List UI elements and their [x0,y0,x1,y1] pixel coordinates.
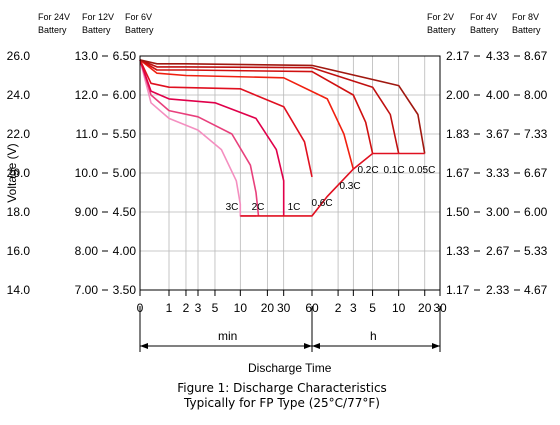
y-tick-label-right_2v: 1.83 [446,127,470,141]
series-label-1C: 1C [288,202,301,213]
y-tick-label-left_24v: 26.0 [7,49,31,63]
y-tick-label-right_4v: 3.67 [486,127,510,141]
y-tick-label-left_6v: 4.50 [113,205,137,219]
x-tick-label-min: 10 [234,301,248,315]
series-curves [139,59,426,217]
series-line-2C [139,59,260,216]
x-tick-label-h: 3 [350,301,357,315]
series-labels: 3C 2C 1C 0.6C 0.3C 0.2C 0.1C 0.05C [226,165,436,213]
x-tick-label-min: 20 [261,301,275,315]
header-24v-line1: For 24V [38,12,70,22]
series-label-0-1C: 0.1C [383,165,404,176]
y-tick-label-right_4v: 4.33 [486,49,510,63]
y-tick-label-left_24v: 14.0 [7,283,31,297]
y-tick-label-right_4v: 2.33 [486,283,510,297]
header-4v-line2: Battery [470,25,499,35]
x-tick-label-h: 5 [369,301,376,315]
series-label-3C: 3C [226,202,239,213]
y-tick-label-right_8v: 8.67 [524,49,548,63]
x-unit-brackets: min h [139,306,441,352]
x-axis-label: Discharge Time [248,361,332,375]
header-6v-line2: Battery [125,25,154,35]
header-6v-line1: For 6V [125,12,152,22]
series-line-1C [139,59,285,216]
y-tick-label-left_6v: 4.00 [113,244,137,258]
y-tick-label-right_2v: 1.67 [446,166,470,180]
header-24v-line2: Battery [38,25,67,35]
y-tick-label-left_12v: 12.0 [75,88,99,102]
header-4v-line1: For 4V [470,12,497,22]
header-8v-line1: For 8V [512,12,539,22]
header-12v-line1: For 12V [82,12,114,22]
y-tick-label-left_12v: 8.00 [75,244,99,258]
y-tick-label-right_2v: 2.00 [446,88,470,102]
y-tick-label-right_8v: 8.00 [524,88,548,102]
series-label-0-3C: 0.3C [339,181,360,192]
series-label-2C: 2C [252,202,265,213]
series-label-0-2C: 0.2C [357,165,378,176]
plot-frame [139,55,441,291]
unit-h-label: h [370,329,377,343]
y-tick-label-right_4v: 3.00 [486,205,510,219]
series-line-0-6C [139,59,313,178]
header-8v-line2: Battery [512,25,541,35]
y-tick-label-left_6v: 6.50 [113,49,137,63]
y-tick-label-right_2v: 1.50 [446,205,470,219]
x-tick-label-h: 20 [418,301,432,315]
series-line-0-1C [139,59,400,154]
x-tick-label-min: 1 [166,301,173,315]
y-tick-label-left_12v: 10.0 [75,166,99,180]
y-tick-label-right_2v: 1.17 [446,283,470,297]
x-tick-label-min: 3 [195,301,202,315]
y-tick-label-left_24v: 22.0 [7,127,31,141]
y-tick-label-left_24v: 24.0 [7,88,31,102]
series-label-0-05C: 0.05C [409,165,436,176]
x-tick-label-h: 2 [335,301,342,315]
series-line-0-2C [139,59,374,154]
y-tick-label-right_8v: 6.67 [524,166,548,180]
y-tick-label-left_6v: 3.50 [113,283,137,297]
y-tick-label-right_4v: 2.67 [486,244,510,258]
end-voltage-line [240,152,425,217]
x-tick-label-min: 5 [212,301,219,315]
y-tick-label-right_2v: 1.33 [446,244,470,258]
y-tick-label-left_12v: 7.00 [75,283,99,297]
y-tick-label-right_2v: 2.17 [446,49,470,63]
y-tick-label-left_12v: 11.0 [76,127,99,141]
y-tick-label-left_24v: 16.0 [7,244,31,258]
header-2v-line2: Battery [427,25,456,35]
caption-line2: Typically for FP Type (25°C/77°F) [183,396,380,410]
header-2v-line1: For 2V [427,12,454,22]
y-tick-label-right_4v: 3.33 [486,166,510,180]
unit-min-label: min [218,329,237,343]
series-line-0-05C [139,59,426,154]
y-tick-label-left_24v: 18.0 [7,205,31,219]
header-12v-line2: Battery [82,25,111,35]
series-line-0-3C [139,59,355,170]
x-tick-label-min: 30 [277,301,291,315]
series-line-3C [139,59,256,217]
caption-line1: Figure 1: Discharge Characteristics [177,381,387,395]
y-tick-label-right_4v: 4.00 [486,88,510,102]
y-axis-label: Voltage (V) [5,143,19,202]
y-tick-labels: 26.0 24.0 22.0 20.0 18.0 16.0 14.0 13.0 12.0 11.0… [7,49,548,297]
y-tick-label-left_6v: 6.00 [113,88,137,102]
y-tick-label-left_6v: 5.00 [113,166,137,180]
x-tick-label-h: 10 [392,301,406,315]
y-tick-label-left_24v: 20.0 [7,166,31,180]
x-tick-labels: 0123510203060235102030 [137,290,447,315]
y-tick-label-left_6v: 5.50 [113,127,137,141]
y-tick-label-right_8v: 7.33 [524,127,548,141]
x-tick-label-min: 2 [183,301,190,315]
y-tick-label-left_12v: 13.0 [75,49,99,63]
y-tick-label-right_8v: 6.00 [524,205,548,219]
series-label-0-6C: 0.6C [311,198,332,209]
y-tick-label-left_12v: 9.00 [75,205,99,219]
y-tick-label-right_8v: 4.67 [524,283,548,297]
y-tick-label-right_8v: 5.33 [524,244,548,258]
